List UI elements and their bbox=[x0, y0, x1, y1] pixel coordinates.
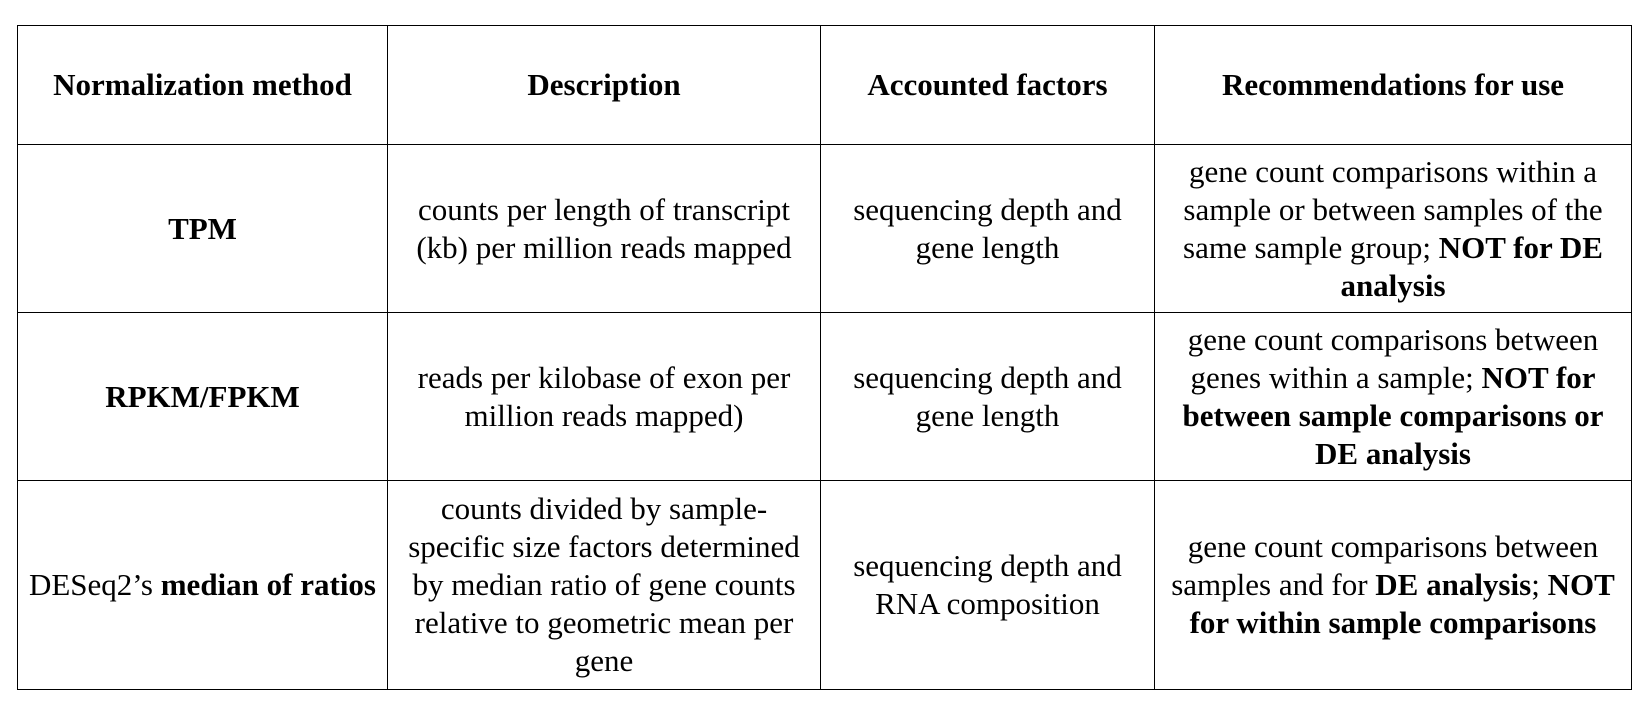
header-description: Description bbox=[387, 25, 821, 145]
factors-cell: sequencing depth and gene length bbox=[820, 144, 1155, 313]
table-row: TPM counts per length of transcript (kb)… bbox=[17, 144, 1632, 313]
factors-cell: sequencing depth and RNA composition bbox=[820, 480, 1155, 690]
method-cell: TPM bbox=[17, 144, 388, 313]
recommendation-text: gene count comparisons between genes wit… bbox=[1187, 321, 1599, 395]
factors-cell: sequencing depth and gene length bbox=[820, 312, 1155, 481]
method-name-prefix: DESeq2’s bbox=[28, 567, 161, 602]
normalization-methods-table: Normalization method Description Account… bbox=[17, 25, 1632, 690]
recommendation-text: gene count comparisons between samples a… bbox=[1171, 529, 1599, 602]
method-cell: RPKM/FPKM bbox=[17, 312, 388, 481]
recommendation-warning: NOT for within sample comparisons bbox=[1189, 567, 1615, 640]
recommendation-warning: NOT for DE analysis bbox=[1340, 229, 1603, 303]
description-cell: reads per kilobase of exon per million r… bbox=[387, 312, 821, 481]
recommendation-text: gene count comparisons within a sample o… bbox=[1183, 153, 1603, 265]
recommendation-highlight: DE analysis bbox=[1375, 567, 1532, 602]
recommendation-cell: gene count comparisons between genes wit… bbox=[1154, 312, 1632, 481]
table-row: DESeq2’s median of ratios counts divided… bbox=[17, 480, 1632, 690]
header-row: Normalization method Description Account… bbox=[17, 25, 1632, 145]
table-row: RPKM/FPKM reads per kilobase of exon per… bbox=[17, 312, 1632, 481]
method-name: median of ratios bbox=[160, 567, 376, 602]
description-cell: counts divided by sample-specific size f… bbox=[387, 480, 821, 690]
recommendation-separator: ; bbox=[1531, 567, 1548, 602]
description-cell: counts per length of transcript (kb) per… bbox=[387, 144, 821, 313]
recommendation-warning: NOT for between sample comparisons or DE… bbox=[1182, 359, 1604, 471]
header-recommendations: Recommendations for use bbox=[1154, 25, 1632, 145]
method-name: RPKM/FPKM bbox=[105, 378, 300, 414]
method-cell: DESeq2’s median of ratios bbox=[17, 480, 388, 690]
method-name: TPM bbox=[168, 210, 237, 246]
header-normalization-method: Normalization method bbox=[17, 25, 388, 145]
recommendation-cell: gene count comparisons within a sample o… bbox=[1154, 144, 1632, 313]
header-accounted-factors: Accounted factors bbox=[820, 25, 1155, 145]
recommendation-cell: gene count comparisons between samples a… bbox=[1154, 480, 1632, 690]
